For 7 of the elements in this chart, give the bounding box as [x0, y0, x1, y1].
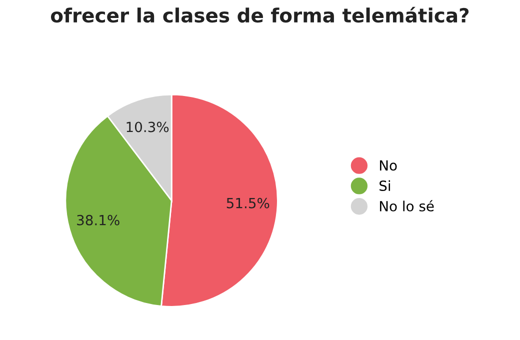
data-label: 10.3%: [126, 122, 169, 132]
legend-label: Si: [380, 180, 390, 192]
legend-label: No lo sé: [380, 200, 434, 212]
data-label: 51.5%: [226, 198, 270, 208]
legend-label: No: [380, 160, 397, 171]
chart-title: ofrecer la clases de forma telemática?: [50, 6, 469, 23]
data-label: 38.1%: [77, 214, 120, 226]
